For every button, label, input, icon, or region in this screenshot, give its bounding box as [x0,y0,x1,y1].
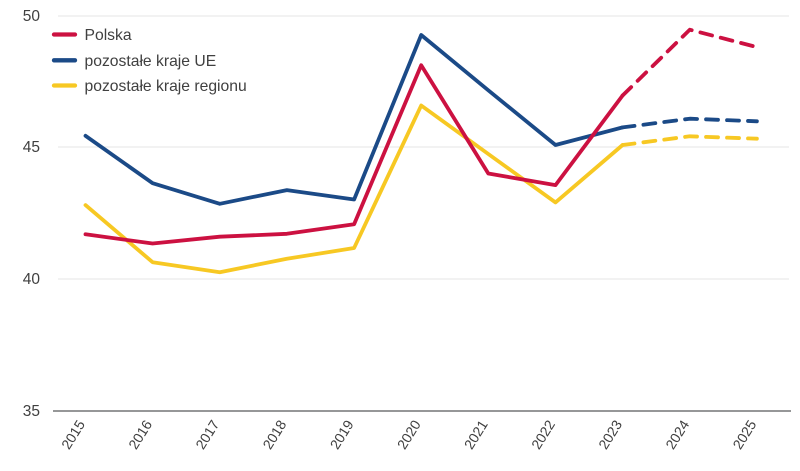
svg-text:2018: 2018 [259,417,289,452]
svg-text:2017: 2017 [192,417,222,452]
svg-text:pozostałe kraje regionu: pozostałe kraje regionu [85,78,247,95]
svg-text:2019: 2019 [327,417,357,452]
svg-text:Polska: Polska [85,27,132,44]
svg-text:2023: 2023 [595,417,625,452]
svg-text:2024: 2024 [662,417,692,452]
svg-text:40: 40 [23,271,41,288]
svg-text:2021: 2021 [461,417,491,452]
svg-text:2016: 2016 [125,417,155,452]
svg-text:2020: 2020 [394,417,424,452]
svg-text:2022: 2022 [528,417,558,452]
svg-text:50: 50 [23,8,41,25]
svg-text:35: 35 [23,403,40,420]
svg-text:45: 45 [23,139,40,156]
svg-text:pozostałe kraje UE: pozostałe kraje UE [85,53,217,70]
svg-text:2015: 2015 [58,417,88,452]
svg-text:2025: 2025 [729,417,759,452]
